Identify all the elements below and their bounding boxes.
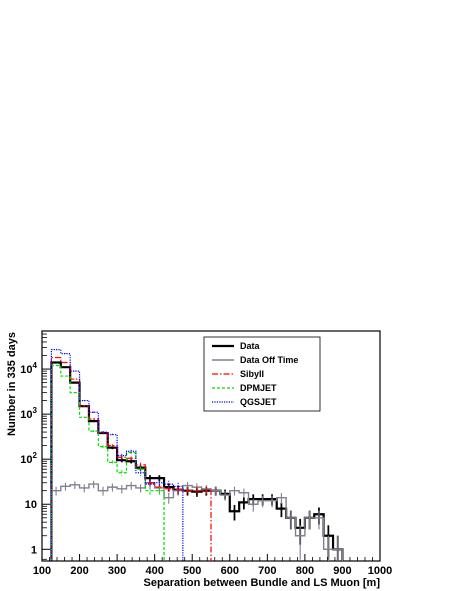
legend-entry: SibyII: [212, 369, 264, 379]
x-tick-label: 500: [183, 565, 201, 577]
x-tick-label: 200: [70, 565, 88, 577]
x-tick-label: 1000: [368, 565, 392, 577]
legend: Data Data Off Time SibyII DPMJET QGSJET: [203, 336, 321, 412]
x-tick-label: 900: [333, 565, 351, 577]
x-tick-label: 400: [145, 565, 163, 577]
y-tick-mantissa: 10: [20, 409, 32, 421]
y-tick-label: 102: [20, 451, 37, 466]
x-axis: 100 200 300 400 500 600 700 800 900 1000: [33, 554, 392, 577]
legend-entry: DPMJET: [212, 383, 277, 393]
legend-entry: Data Off Time: [212, 355, 298, 365]
histogram-line: [50, 356, 212, 561]
legend-box: [203, 336, 321, 412]
series-layer: [50, 349, 344, 561]
x-tick-label: 600: [221, 565, 239, 577]
y-tick-mantissa: 10: [20, 454, 32, 466]
histogram-line: [50, 349, 184, 561]
series-qgsjet: [50, 349, 184, 561]
legend-label: Data: [240, 341, 261, 351]
legend-entry: Data: [212, 341, 261, 351]
x-tick-label: 300: [108, 565, 126, 577]
x-tick-label: 700: [258, 565, 276, 577]
y-tick-exponent: 4: [33, 361, 38, 370]
x-tick-label: 800: [296, 565, 314, 577]
series-data-off-time: [50, 479, 344, 561]
series-sibyii: [50, 356, 212, 561]
y-tick-mantissa: 10: [20, 364, 32, 376]
histogram-line: [50, 364, 165, 561]
y-axis-title: Number in 335 days: [6, 332, 18, 436]
x-axis-title: Separation between Bundle and LS Muon [m…: [143, 577, 380, 589]
y-tick-exponent: 2: [33, 451, 38, 460]
y-tick-label: 104: [20, 361, 37, 376]
legend-entry: QGSJET: [212, 397, 277, 407]
y-tick-label: 1: [31, 544, 37, 556]
histogram-line: [50, 482, 344, 561]
series-dpmjet: [50, 364, 165, 561]
legend-label: Data Off Time: [240, 355, 298, 365]
y-tick-exponent: 3: [33, 406, 38, 415]
legend-label: SibyII: [240, 369, 264, 379]
legend-label: DPMJET: [240, 383, 277, 393]
y-tick-mantissa: 10: [25, 499, 37, 511]
y-tick-label: 10: [25, 499, 37, 511]
y-tick-label: 103: [20, 406, 37, 421]
x-tick-label: 100: [33, 565, 51, 577]
legend-label: QGSJET: [240, 397, 277, 407]
y-tick-mantissa: 1: [31, 544, 37, 556]
